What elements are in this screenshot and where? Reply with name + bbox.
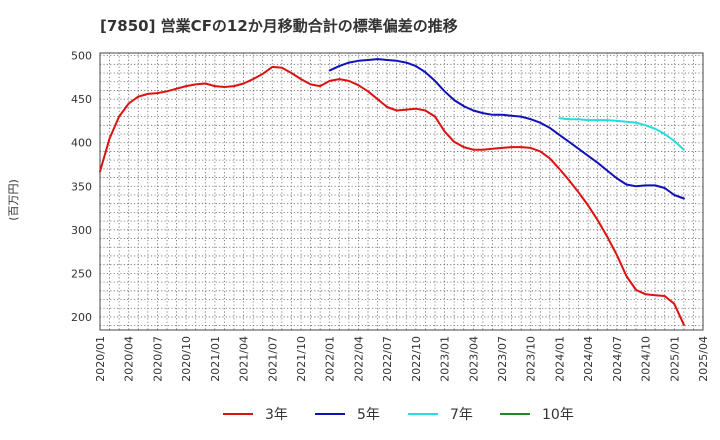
plot-area <box>99 52 704 331</box>
y-tick-label: 250 <box>71 267 92 280</box>
y-tick-label: 300 <box>71 224 92 237</box>
x-tick-label: 2025/01 <box>668 336 681 382</box>
x-tick-label: 2020/07 <box>151 336 164 382</box>
chart-title: [7850] 営業CFの12か月移動合計の標準偏差の推移 <box>100 17 458 35</box>
x-tick-label: 2020/10 <box>180 336 193 382</box>
legend-label-3: 7年 <box>450 407 473 423</box>
x-tick-label: 2025/04 <box>697 336 710 382</box>
x-tick-label: 2022/04 <box>352 336 365 382</box>
series-line-2 <box>328 58 685 200</box>
x-tick-label: 2020/01 <box>94 336 107 382</box>
x-tick-label: 2023/10 <box>525 336 538 382</box>
x-tick-label: 2021/01 <box>209 336 222 382</box>
y-tick-label: 200 <box>71 311 92 324</box>
x-axis-ticks: 2020/01 2020/04 2020/07 2020/10 2021/01 2021/… <box>94 336 710 382</box>
legend-label-4: 10年 <box>542 407 574 423</box>
plot-frame <box>99 52 704 331</box>
legend-label-2: 5年 <box>357 407 380 423</box>
x-tick-label: 2021/04 <box>238 336 251 382</box>
legend-label-1: 3年 <box>265 407 288 423</box>
x-tick-label: 2023/07 <box>496 336 509 382</box>
x-tick-label: 2024/04 <box>582 336 595 382</box>
x-tick-label: 2023/01 <box>439 336 452 382</box>
x-tick-label: 2021/07 <box>266 336 279 382</box>
x-tick-label: 2024/01 <box>553 336 566 382</box>
y-tick-label: 400 <box>71 137 92 150</box>
y-tick-label: 500 <box>71 50 92 63</box>
series-line-3 <box>558 117 685 151</box>
x-tick-label: 2024/10 <box>640 336 653 382</box>
x-tick-label: 2024/07 <box>611 336 624 382</box>
y-axis-ticks: 200 250 300 350 400 450 500 <box>71 50 92 324</box>
y-tick-label: 450 <box>71 93 92 106</box>
x-tick-label: 2023/04 <box>467 336 480 382</box>
x-tick-label: 2022/07 <box>381 336 394 382</box>
legend: 3年 5年 7年 10年 <box>223 407 574 423</box>
x-tick-label: 2022/10 <box>410 336 423 382</box>
x-tick-label: 2022/01 <box>324 336 337 382</box>
y-tick-label: 350 <box>71 180 92 193</box>
y-axis-label: (百万円) <box>7 179 20 221</box>
x-tick-label: 2021/10 <box>295 336 308 382</box>
series-line-1 <box>99 65 685 326</box>
series-lines <box>99 58 685 326</box>
x-tick-label: 2020/04 <box>123 336 136 382</box>
